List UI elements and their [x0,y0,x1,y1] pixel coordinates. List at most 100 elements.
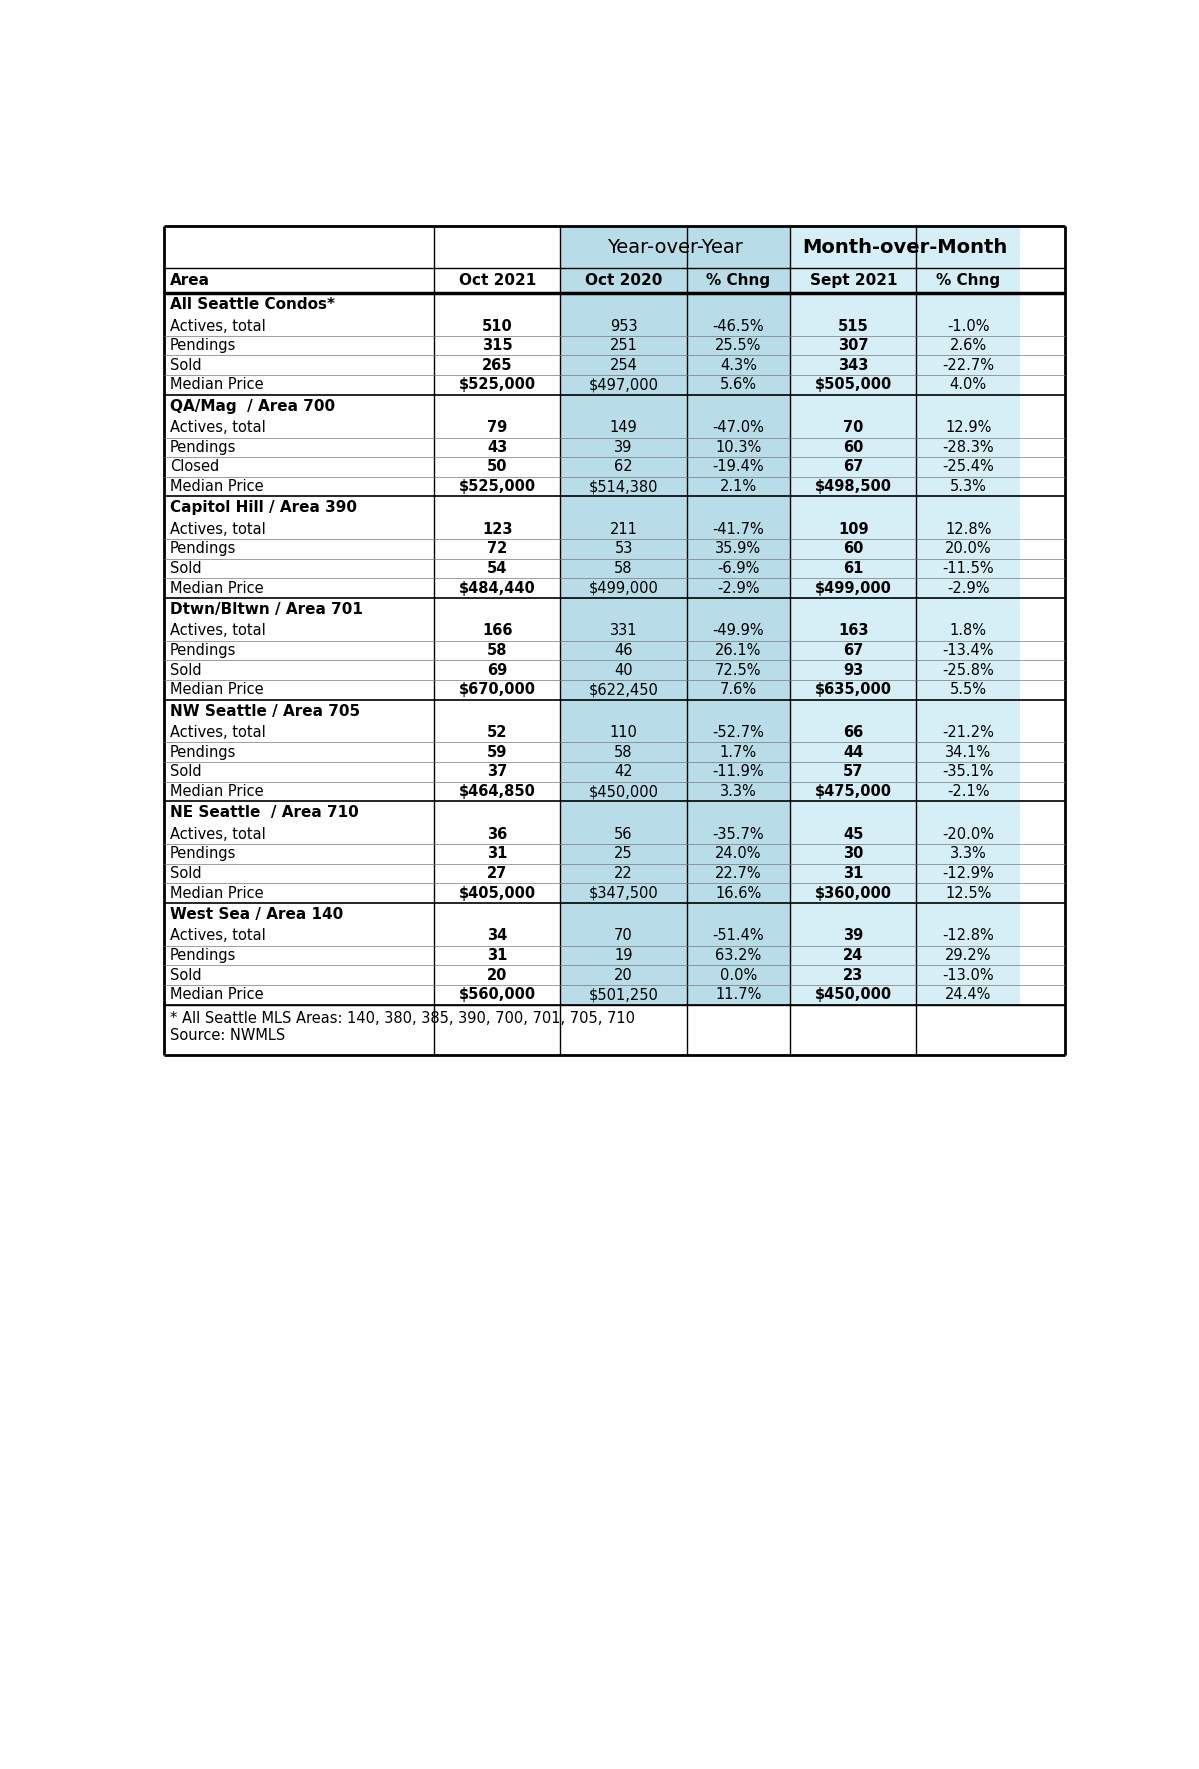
Text: 25.5%: 25.5% [716,338,761,354]
Text: 12.8%: 12.8% [945,522,992,536]
Bar [164,294,560,317]
Text: -28.3%: -28.3% [942,440,994,455]
Text: -2.9%: -2.9% [717,580,760,596]
Bar [790,701,1020,724]
Text: $525,000: $525,000 [459,479,536,494]
Text: * All Seattle MLS Areas: 140, 380, 385, 390, 700, 701, 705, 710: * All Seattle MLS Areas: 140, 380, 385, … [170,1012,635,1026]
Bar [164,824,560,844]
Bar [164,946,560,966]
Text: 2.6%: 2.6% [950,338,987,354]
Text: 265: 265 [482,357,512,373]
Bar [560,801,790,824]
Bar [790,902,1020,925]
Text: 35.9%: 35.9% [716,541,761,557]
Text: Sold: Sold [170,764,201,780]
Text: 1.7%: 1.7% [719,745,757,759]
Text: Median Price: Median Price [170,580,264,596]
Text: -1.0%: -1.0% [947,318,989,334]
Bar [790,478,1020,497]
Text: Median Price: Median Price [170,987,264,1003]
Text: $450,000: $450,000 [589,784,658,800]
Text: 37: 37 [487,764,507,780]
Bar [164,966,560,985]
Bar [164,497,560,520]
Text: 34: 34 [487,929,507,943]
Bar [560,269,790,294]
Bar [560,598,790,621]
Bar [164,883,560,902]
Bar [560,660,790,679]
Text: Median Price: Median Price [170,784,264,800]
Bar [164,925,560,946]
Text: 24: 24 [843,948,863,962]
Text: -21.2%: -21.2% [942,725,994,739]
Text: 163: 163 [838,623,868,639]
Text: 42: 42 [614,764,633,780]
Text: 12.5%: 12.5% [945,886,992,900]
Bar [560,559,790,578]
Bar [790,456,1020,478]
Text: 26.1%: 26.1% [716,644,761,658]
Text: Pendings: Pendings [170,846,236,862]
Text: 52: 52 [487,725,507,739]
Text: 20: 20 [487,968,507,982]
Bar [560,317,790,336]
Text: 19: 19 [614,948,633,962]
Bar [560,824,790,844]
Bar [164,317,560,336]
Text: -2.9%: -2.9% [947,580,989,596]
Text: $405,000: $405,000 [459,886,536,900]
Bar [560,883,790,902]
Text: 20: 20 [614,968,633,982]
Text: % Chng: % Chng [706,272,771,288]
Text: $505,000: $505,000 [814,377,892,393]
Bar [790,317,1020,336]
Text: NW Seattle / Area 705: NW Seattle / Area 705 [170,704,360,718]
Text: 5.5%: 5.5% [950,683,987,697]
Text: 20.0%: 20.0% [945,541,992,557]
Text: Pendings: Pendings [170,541,236,557]
Text: Sold: Sold [170,867,201,881]
Text: 66: 66 [843,725,863,739]
Bar [164,1005,1065,1054]
Bar [790,559,1020,578]
Text: Capitol Hill / Area 390: Capitol Hill / Area 390 [170,501,357,515]
Text: -49.9%: -49.9% [712,623,764,639]
Bar [790,540,1020,559]
Bar [790,762,1020,782]
Bar [560,520,790,540]
Bar [164,844,560,863]
Text: 109: 109 [838,522,868,536]
Text: -20.0%: -20.0% [942,826,994,842]
Bar [790,437,1020,456]
Text: Sold: Sold [170,968,201,982]
Text: 31: 31 [487,948,507,962]
Text: 3.3%: 3.3% [950,846,987,862]
Bar [560,863,790,883]
Text: Closed: Closed [170,460,219,474]
Text: 4.3%: 4.3% [719,357,757,373]
Text: 59: 59 [487,745,507,759]
Text: 79: 79 [487,421,507,435]
Text: 54: 54 [487,561,507,577]
Bar [790,679,1020,701]
Bar [790,966,1020,985]
Text: 25: 25 [614,846,633,862]
Text: Median Price: Median Price [170,377,264,393]
Bar [790,640,1020,660]
Text: -41.7%: -41.7% [712,522,764,536]
Text: Actives, total: Actives, total [170,522,266,536]
Text: $484,440: $484,440 [459,580,536,596]
Bar [164,559,560,578]
Text: $670,000: $670,000 [459,683,536,697]
Bar [560,375,790,394]
Text: -6.9%: -6.9% [717,561,760,577]
Text: 16.6%: 16.6% [716,886,761,900]
Text: $501,250: $501,250 [589,987,658,1003]
Text: 24.4%: 24.4% [945,987,992,1003]
Bar [560,294,790,317]
Text: 44: 44 [843,745,863,759]
Bar [164,269,560,294]
Text: Source: NWMLS: Source: NWMLS [170,1028,285,1044]
Text: 39: 39 [843,929,863,943]
